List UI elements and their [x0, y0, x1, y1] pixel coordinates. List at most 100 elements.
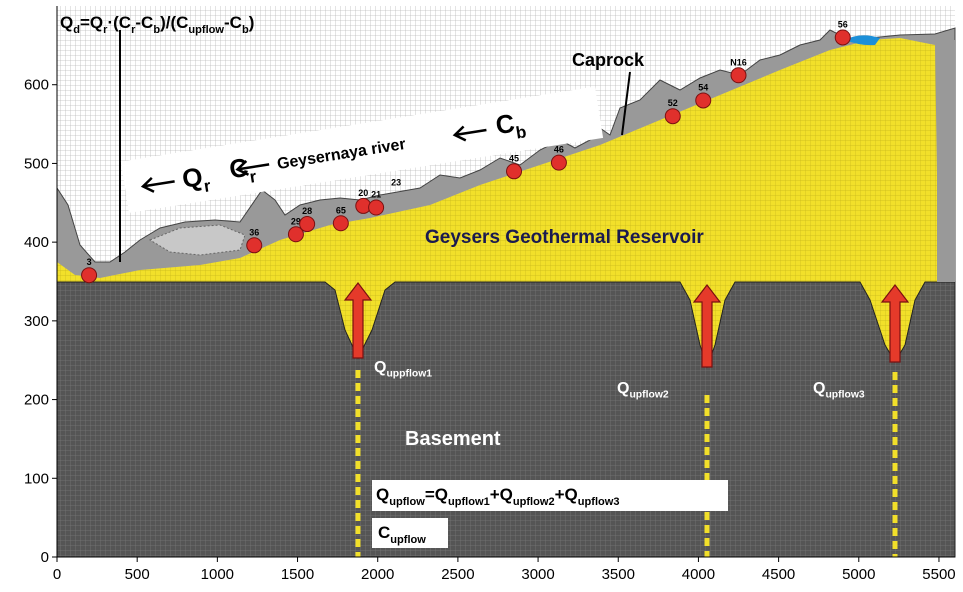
caprock-edge	[937, 40, 955, 282]
upflow1-label: Quppflow1	[374, 359, 432, 379]
reservoir-label: Geysers Geothermal Reservoir	[425, 227, 704, 248]
arrow	[343, 282, 373, 359]
upflow3-label: Qupflow3	[813, 380, 865, 400]
spring-label: 54	[698, 82, 708, 92]
spring	[506, 163, 523, 180]
text-part: Q	[374, 359, 386, 376]
text-part: r	[203, 176, 213, 196]
text-part: r	[248, 167, 258, 187]
label-box	[120, 86, 604, 213]
upflow2-label: Qupflow2	[617, 380, 669, 400]
y-tick-label: 100	[24, 470, 49, 487]
spring-label: 21	[371, 190, 381, 200]
spring-label: 29	[291, 216, 301, 226]
spring	[664, 108, 681, 125]
text-part: C	[227, 152, 250, 185]
cb-label: Cb	[493, 106, 527, 145]
upflow-sum: Qupflow=Qupflow1+Qupflow2+Qupflow3	[376, 485, 620, 508]
text-part: r	[131, 24, 136, 36]
spring	[550, 154, 567, 171]
x-tick-label: 4000	[682, 566, 715, 583]
text-part: )	[249, 13, 255, 32]
text-part: upflow1	[448, 496, 490, 508]
basement	[56, 281, 956, 558]
text-part: Q	[60, 13, 73, 32]
cross-section	[56, 6, 956, 558]
arrow	[880, 284, 910, 363]
text-part: upflow	[389, 496, 425, 508]
spring-label: 46	[554, 145, 564, 155]
arrow	[692, 284, 722, 368]
spring-label: 23	[391, 178, 401, 188]
text-part: +Q	[490, 485, 513, 504]
x-tick-label: 1000	[201, 566, 234, 583]
x-tick-label: 5500	[922, 566, 955, 583]
text-part: ·(C	[107, 13, 131, 32]
spring	[695, 92, 712, 109]
text-part: -C	[135, 13, 153, 32]
text-part: upflow2	[513, 496, 555, 508]
spring-label: 20	[358, 188, 368, 198]
text-part: d	[73, 24, 80, 36]
x-tick-label: 0	[53, 566, 61, 583]
text-part: -C	[224, 13, 242, 32]
text-part: Q	[617, 380, 629, 397]
river-label: Qr Cr Geysernaya river Cb	[120, 86, 604, 213]
y-tick-label: 300	[24, 313, 49, 330]
x-tick-label: 2500	[441, 566, 474, 583]
text-part: uppflow1	[386, 368, 432, 379]
pointer-line	[621, 71, 631, 136]
y-tick-label: 200	[24, 392, 49, 409]
spring	[332, 215, 349, 232]
spring-label: 28	[302, 206, 312, 216]
x-tick-label: 500	[125, 566, 150, 583]
basement-label: Basement	[405, 428, 501, 450]
spring-label: 56	[838, 19, 848, 29]
qr-label: Qr	[180, 160, 212, 199]
text-part: upflow3	[825, 389, 864, 400]
text-part: r	[103, 24, 108, 36]
upflow-arrows	[343, 282, 910, 368]
text-part: +Q	[555, 485, 578, 504]
text-part: C	[378, 523, 390, 542]
spring	[81, 267, 98, 284]
text-part: Q	[376, 485, 389, 504]
text-part: C	[493, 108, 516, 141]
x-tick-label: 3500	[602, 566, 635, 583]
spring-label: 52	[668, 98, 678, 108]
text-part: b	[242, 24, 249, 36]
water	[845, 35, 880, 46]
spring-label: 3	[87, 257, 92, 267]
text-part: upflow	[390, 534, 426, 546]
text-part: =Q	[425, 485, 448, 504]
spring-label: 45	[509, 153, 519, 163]
flow-arrows	[140, 125, 487, 193]
formula: Qd=Qr·(Cr-Cb)/(Cupflow-Cb)	[60, 13, 254, 36]
text-part: b	[515, 122, 528, 142]
caprock-label: Caprock	[572, 50, 645, 70]
cr-label: Cr	[227, 151, 258, 190]
text-part: Q	[813, 380, 825, 397]
spring	[730, 67, 747, 84]
text-part: b	[153, 24, 160, 36]
text-part: upflow2	[629, 389, 668, 400]
spring-label: N16	[730, 57, 747, 67]
y-tick-label: 500	[24, 155, 49, 172]
label-box	[372, 518, 448, 548]
text-part: =Q	[80, 13, 103, 32]
upflow-paths	[355, 370, 898, 557]
label-box	[372, 480, 728, 511]
y-tick-label: 600	[24, 77, 49, 94]
spring	[246, 237, 263, 254]
x-tick-label: 4500	[762, 566, 795, 583]
x-tick-label: 3000	[521, 566, 554, 583]
spring-label: 65	[336, 205, 346, 215]
spring	[368, 199, 385, 216]
spring-label: 36	[249, 227, 259, 237]
text-part: )/(C	[160, 13, 188, 32]
text-part: Q	[180, 161, 205, 194]
text-part: upflow	[188, 24, 224, 36]
x-tick-label: 5000	[842, 566, 875, 583]
spring	[299, 216, 316, 233]
